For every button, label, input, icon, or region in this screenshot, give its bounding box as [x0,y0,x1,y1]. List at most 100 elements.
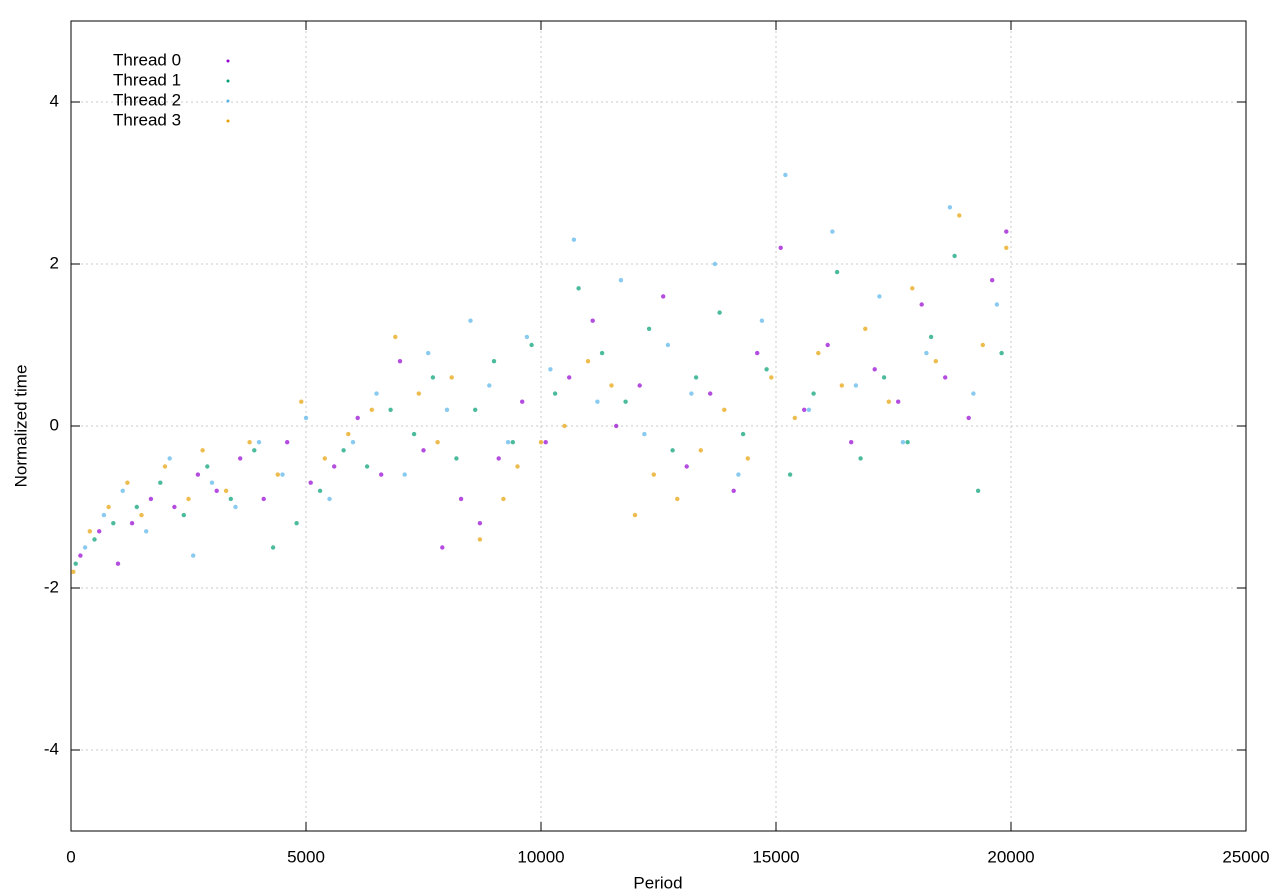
point [910,286,915,291]
point [698,448,703,453]
point [73,561,78,566]
y-tick-label: 0 [50,415,59,434]
point [505,440,511,445]
point [477,537,483,542]
point [369,407,374,412]
point [303,415,309,421]
point [158,480,163,485]
point [548,367,553,372]
point [285,440,290,445]
point [684,464,689,469]
point [675,496,680,502]
point [388,407,393,412]
point [308,480,313,485]
point [830,229,835,234]
point [444,407,450,412]
point [186,496,191,502]
point [543,440,548,445]
point [900,440,906,445]
point [693,375,699,380]
point [167,456,172,461]
point [637,383,642,388]
point [299,399,304,404]
point [411,431,417,437]
point [364,464,370,469]
point [971,391,976,396]
point [919,302,924,307]
point [473,407,478,412]
point [538,440,544,445]
point [322,456,327,461]
point [491,359,497,364]
point [816,350,821,356]
point [402,472,407,477]
point [966,415,971,421]
point [191,553,196,558]
y-tick-label: -2 [44,577,59,596]
y-tick-label: -4 [44,739,59,758]
point [552,391,558,396]
point [825,342,830,348]
point [78,553,83,558]
point [858,456,863,461]
point [440,545,445,550]
point [87,529,93,534]
point [125,480,130,485]
point [792,415,797,421]
point [129,521,135,526]
point [806,407,812,412]
point [877,294,882,299]
point [501,496,506,502]
point [200,448,205,453]
point [233,504,238,510]
x-tick-label: 15000 [752,847,799,866]
point [510,440,515,445]
point [802,407,807,412]
point [999,350,1004,356]
point [651,472,656,477]
point [769,375,774,380]
point [924,350,929,356]
point [426,350,431,356]
point [811,391,816,396]
point [379,472,384,477]
point [764,367,769,372]
point [181,512,186,518]
point [205,464,210,469]
point [745,456,750,461]
y-tick-label: 4 [50,91,59,110]
point [708,391,713,396]
point [755,350,760,356]
x-axis-label: Period [633,873,682,892]
point [896,399,901,404]
point [599,350,605,356]
point [731,488,736,493]
point [120,488,125,493]
point [496,456,501,461]
point [562,423,567,429]
point [839,383,844,388]
point [614,423,619,429]
point [957,213,962,218]
point [585,359,591,364]
y-axis-label: Normalized time [11,365,30,488]
legend-label: Thread 2 [113,90,181,109]
point [435,440,440,445]
point [1004,245,1009,250]
point [952,253,957,259]
point [994,302,1000,307]
point [454,456,459,461]
point [632,512,638,518]
legend-swatch [226,59,230,63]
point [430,375,436,380]
point [886,399,891,404]
point [393,334,398,340]
legend-swatch [226,119,230,123]
point [665,342,671,348]
point [209,480,215,485]
point [975,488,981,493]
point [421,448,426,453]
point [71,569,76,574]
y-tick-label: 2 [50,253,59,272]
